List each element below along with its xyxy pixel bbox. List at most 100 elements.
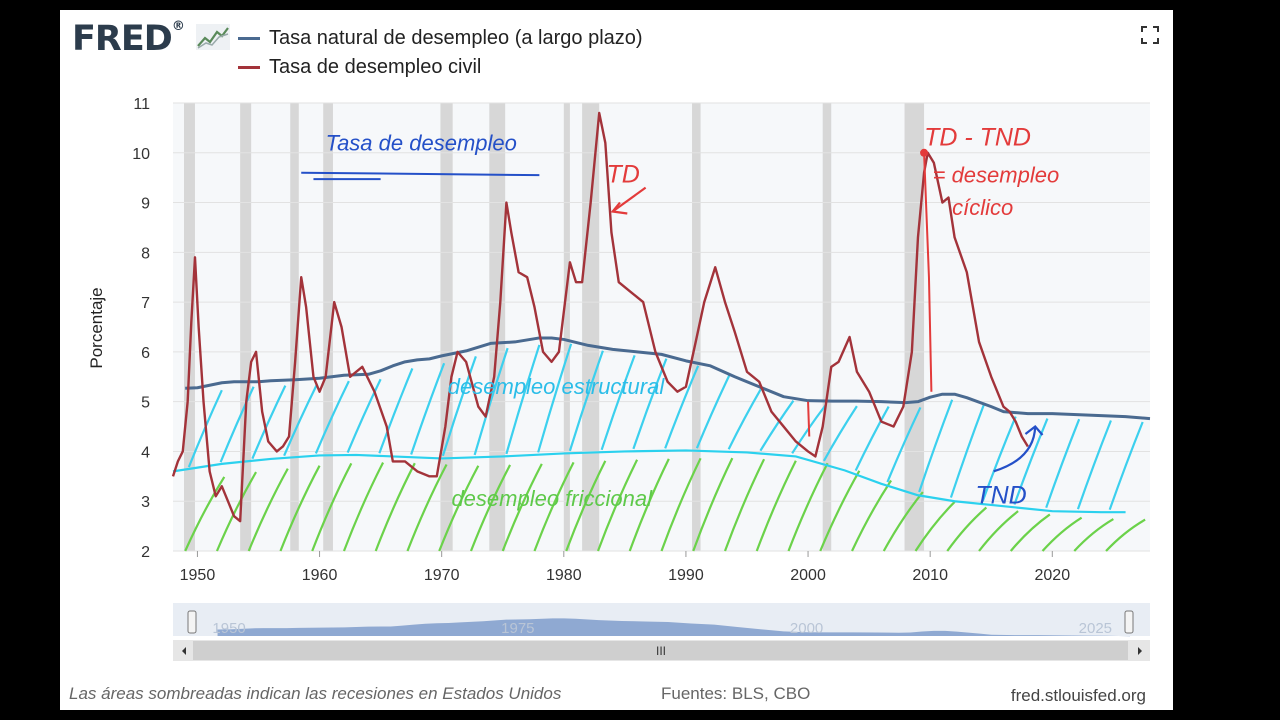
hatch-estructural [727, 387, 763, 450]
hatch-estructural [1013, 418, 1049, 505]
tnd-arrow [993, 426, 1037, 473]
fred-logo-text: FRED [72, 19, 173, 59]
x-tick-label: 1980 [546, 567, 582, 584]
title-underline [301, 171, 540, 177]
x-tick-label: 2020 [1035, 567, 1071, 584]
hatch-estructural [664, 365, 700, 449]
annotation-text: desempleo friccional [451, 486, 653, 511]
recession-band [290, 103, 299, 551]
hatch-estructural [219, 386, 255, 463]
hatch-friccional [184, 476, 226, 552]
annotation-text: cíclico [952, 195, 1013, 220]
hatch-friccional [342, 462, 385, 552]
series-lines [171, 111, 1151, 523]
hatch-friccional [1009, 513, 1051, 552]
hatch-estructural [568, 350, 604, 452]
range-handle-left[interactable] [187, 610, 197, 634]
navigator-label: 1950 [212, 620, 245, 637]
navigator-label: 1975 [501, 620, 534, 637]
x-tick-label: 1990 [668, 567, 704, 584]
hatch-friccional [755, 460, 797, 552]
hatch-friccional [723, 458, 766, 552]
hatch-friccional [406, 463, 448, 552]
scrollbar-thumb[interactable] [193, 641, 1128, 660]
hatch-estructural [314, 380, 350, 454]
fred-logo[interactable]: FRED® [72, 19, 185, 59]
hatch-friccional [533, 461, 575, 552]
civil-rate-line [171, 111, 1029, 523]
registered-mark: ® [171, 19, 185, 34]
legend-swatch [238, 66, 260, 69]
hand-drawn-hatching [172, 343, 1146, 552]
hatch-friccional [311, 462, 353, 552]
legend-item-civil-rate[interactable]: Tasa de desempleo civil [238, 53, 643, 82]
hatch-friccional [914, 501, 956, 552]
legend-swatch [238, 37, 260, 40]
hatch-friccional [978, 510, 1019, 552]
x-tick-label: 1960 [302, 567, 338, 584]
hatch-estructural [759, 400, 795, 452]
recession-band [582, 103, 600, 551]
x-tick-label: 2000 [790, 567, 826, 584]
sources: Fuentes: BLS, CBO [661, 684, 811, 703]
hatch-estructural [346, 378, 382, 454]
cyclical-gap-2000 [807, 401, 811, 437]
fred-graph-panel: FRED® Tasa natural de desempleo (a largo… [60, 10, 1173, 710]
natural-rate-line [185, 336, 1151, 421]
hatch-friccional [1073, 518, 1114, 552]
hatch-estructural [473, 347, 509, 456]
annotation-text: = desempleo [933, 163, 1060, 188]
navigator-label: 2000 [790, 620, 823, 637]
y-tick-label: 7 [141, 295, 150, 312]
hatch-estructural [918, 399, 954, 493]
legend: Tasa natural de desempleo (a largo plazo… [238, 24, 643, 82]
hatch-estructural [600, 354, 636, 451]
navigator-area [217, 618, 1131, 637]
hatch-friccional [946, 506, 988, 552]
hatch-estructural [251, 385, 287, 460]
hatch-estructural [378, 367, 414, 454]
recession-band [692, 103, 701, 551]
scrollbar-grip-icon: III [656, 644, 666, 658]
hatch-estructural [886, 406, 922, 483]
hatch-estructural [537, 343, 573, 453]
y-tick-label: 11 [133, 96, 150, 113]
scroll-left-arrow[interactable] [182, 647, 186, 655]
fullscreen-icon[interactable] [1141, 26, 1159, 44]
y-tick-label: 6 [141, 345, 150, 362]
hatch-friccional [692, 457, 734, 552]
hatch-friccional [279, 465, 321, 552]
y-tick-label: 10 [132, 146, 150, 163]
hatch-friccional [596, 459, 639, 552]
recession-band [440, 103, 453, 551]
td-arrow [612, 186, 647, 213]
hatch-friccional [501, 463, 543, 552]
hatch-estructural [822, 405, 858, 462]
y-tick-label: 2 [141, 544, 150, 561]
fred-url-link[interactable]: fred.stlouisfed.org [1010, 686, 1146, 705]
hatch-estructural [410, 362, 446, 455]
legend-label: Tasa de desempleo civil [269, 56, 482, 78]
hatch-estructural [695, 373, 731, 449]
x-tick-label: 2010 [912, 567, 948, 584]
recession-band [323, 103, 333, 551]
y-tick-label: 8 [141, 245, 150, 262]
x-axis-ticks: 1950 1960 1970 1980 1990 2000 2010 2020 [180, 551, 1071, 584]
unemployment-chart: 2 3 4 5 6 7 8 9 10 11 1950 1960 1970 1980 1990 2000 201… [87, 96, 1151, 661]
recession-band [240, 103, 252, 551]
hatch-friccional [882, 491, 924, 552]
legend-item-natural-rate[interactable]: Tasa natural de desempleo (a largo plazo… [238, 24, 643, 53]
hatch-friccional [1105, 518, 1146, 552]
hatch-friccional [438, 465, 480, 552]
scroll-right-arrow[interactable] [1138, 647, 1142, 655]
hatch-friccional [374, 462, 416, 552]
hatch-estructural [441, 356, 477, 457]
y-tick-label: 5 [141, 395, 150, 412]
y-axis-label: Porcentaje [87, 287, 106, 368]
annotation-text: TND [975, 482, 1026, 510]
range-selector[interactable]: 1950 1975 2000 2025 III [173, 603, 1150, 661]
x-tick-label: 1970 [424, 567, 460, 584]
hatch-friccional [787, 462, 829, 552]
navigator-labels: 1950 1975 2000 2025 [212, 620, 1112, 637]
range-handle-right[interactable] [1124, 610, 1134, 634]
